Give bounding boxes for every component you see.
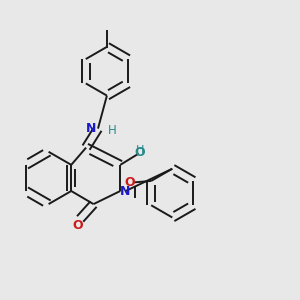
Text: O: O	[124, 176, 135, 189]
Text: O: O	[134, 146, 145, 160]
Text: N: N	[120, 185, 130, 198]
Text: N: N	[86, 122, 97, 134]
Text: O: O	[73, 219, 83, 232]
Text: H: H	[108, 124, 117, 136]
Text: H: H	[136, 145, 145, 155]
